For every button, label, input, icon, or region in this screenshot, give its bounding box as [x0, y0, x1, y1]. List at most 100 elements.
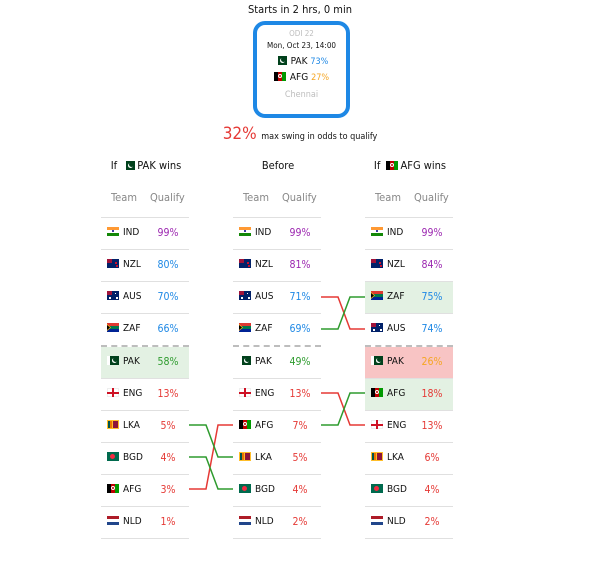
eng-flag-icon	[371, 420, 383, 429]
qualify-value: 71%	[289, 291, 311, 303]
table-row: NZL 80%	[101, 250, 189, 282]
team-code: LKA	[255, 452, 272, 463]
aus-flag-icon	[107, 291, 119, 300]
qualify-value: 26%	[421, 356, 443, 368]
pak-flag-icon	[107, 356, 119, 365]
qualify-value: 99%	[157, 227, 179, 239]
table-row: NLD 2%	[233, 507, 321, 539]
table-row: ZAF 69%	[233, 314, 321, 346]
pak-flag-icon	[123, 161, 136, 170]
team-code: IND	[123, 227, 140, 238]
team-cell: IND	[239, 227, 271, 238]
table-row: AUS 74%	[365, 314, 453, 346]
table-row: AFG 18%	[365, 379, 453, 411]
team-cell: NZL	[239, 259, 273, 270]
qualification-cutoff-divider	[365, 345, 453, 347]
qualify-value: 13%	[157, 388, 179, 400]
bgd-flag-icon	[107, 452, 119, 461]
table-row: IND 99%	[233, 218, 321, 250]
team-cell: AUS	[371, 323, 405, 334]
team-code: AFG	[255, 420, 274, 431]
afg-flag-icon	[107, 484, 119, 493]
qualify-value: 2%	[424, 516, 440, 528]
table-if-afg-wins: IND 99% NZL 84% ZAF 75% AUS 74% PAK 26% AFG 18% ENG 1…	[365, 217, 453, 539]
connector-bgd-down	[189, 456, 233, 490]
qualify-value: 7%	[292, 420, 308, 432]
team-code: AFG	[387, 388, 406, 399]
col-header-qualify: Qualify	[414, 191, 449, 204]
team2-pct: 27%	[311, 73, 330, 83]
table-row: ENG 13%	[365, 411, 453, 443]
team-cell: ZAF	[371, 291, 405, 302]
nzl-flag-icon	[107, 259, 119, 268]
title-if-pak-wins: If PAK wins	[81, 159, 211, 172]
team-cell: AUS	[107, 291, 141, 302]
team-cell: LKA	[371, 452, 404, 463]
team-cell: BGD	[239, 484, 275, 495]
ind-flag-icon	[239, 227, 251, 236]
connector-zaf-up	[321, 296, 365, 330]
col-header-team: Team	[243, 191, 269, 204]
qualify-value: 84%	[421, 259, 443, 271]
lka-flag-icon	[239, 452, 251, 461]
team-cell: ENG	[239, 388, 274, 399]
team-cell: PAK	[371, 356, 404, 367]
match-venue: Chennai	[284, 90, 319, 100]
match-team2: AFG 27%	[257, 72, 346, 83]
qualify-value: 75%	[421, 291, 443, 303]
aus-flag-icon	[371, 323, 383, 332]
zaf-flag-icon	[371, 291, 383, 300]
title-suffix: wins	[423, 159, 447, 172]
col-header-team: Team	[375, 191, 401, 204]
qualify-value: 13%	[289, 388, 311, 400]
team-cell: PAK	[107, 356, 140, 367]
qualify-value: 6%	[424, 452, 440, 464]
team-code: ENG	[255, 388, 275, 399]
team-code: AUS	[123, 291, 142, 302]
qualify-value: 81%	[289, 259, 311, 271]
team-cell: NZL	[371, 259, 405, 270]
team-code: NLD	[387, 516, 406, 527]
table-row: NZL 84%	[365, 250, 453, 282]
bgd-flag-icon	[371, 484, 383, 493]
table-row: BGD 4%	[233, 475, 321, 507]
team-cell: ENG	[107, 388, 142, 399]
team-code: NZL	[123, 259, 141, 270]
team-code: ZAF	[387, 291, 405, 302]
team-cell: ZAF	[239, 323, 273, 334]
team-code: NLD	[123, 516, 142, 527]
table-row: LKA 6%	[365, 443, 453, 475]
table-row: NLD 1%	[101, 507, 189, 539]
team-code: PAK	[123, 356, 140, 367]
table-before: IND 99% NZL 81% AUS 71% ZAF 69% PAK 49% ENG 13% AFG 7…	[233, 217, 321, 539]
qualify-value: 49%	[289, 356, 311, 368]
ind-flag-icon	[107, 227, 119, 236]
team-cell: BGD	[107, 452, 143, 463]
qualify-value: 13%	[421, 420, 443, 432]
qualify-value: 58%	[157, 356, 179, 368]
swing-text: max swing in odds to qualify	[261, 132, 378, 142]
connector-lka-down	[189, 424, 233, 458]
team-cell: AFG	[239, 420, 273, 431]
title-team: PAK	[137, 159, 156, 172]
ind-flag-icon	[371, 227, 383, 236]
pak-flag-icon	[274, 56, 287, 65]
team-code: NZL	[255, 259, 273, 270]
title-suffix: wins	[158, 159, 182, 172]
connector-afg-up	[321, 392, 365, 426]
team-cell: AUS	[239, 291, 273, 302]
nzl-flag-icon	[239, 259, 251, 268]
table-row: PAK 49%	[233, 347, 321, 379]
match-team1: PAK 73%	[257, 56, 346, 67]
zaf-flag-icon	[239, 323, 251, 332]
team-code: ENG	[387, 420, 407, 431]
match-card[interactable]: ODI 22 Mon, Oct 23, 14:00 PAK 73% AFG 27…	[253, 21, 350, 118]
title-team: Before	[261, 159, 295, 172]
table-row: LKA 5%	[101, 411, 189, 443]
pak-flag-icon	[371, 356, 383, 365]
afg-flag-icon	[386, 161, 399, 170]
team1-pct: 73%	[310, 57, 329, 67]
table-row: PAK 58%	[101, 347, 189, 379]
team-code: PAK	[387, 356, 404, 367]
swing-value: 32%	[222, 124, 257, 144]
